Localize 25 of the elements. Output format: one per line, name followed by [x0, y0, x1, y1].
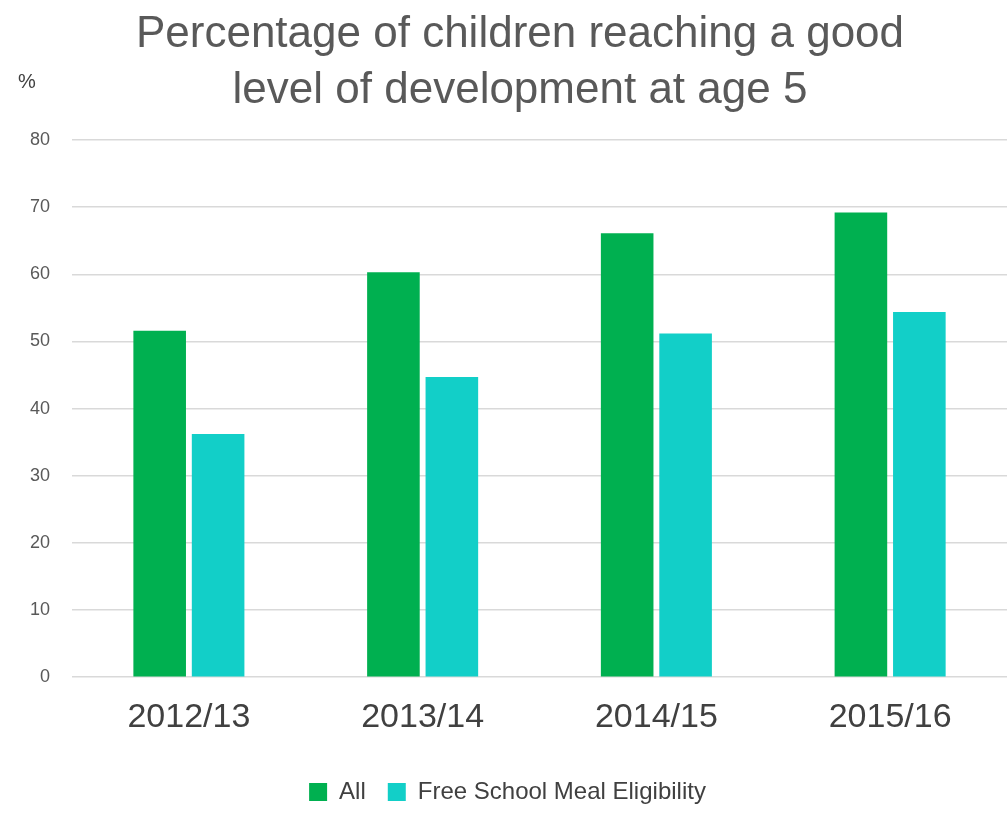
bar [659, 333, 712, 677]
legend-label: All [339, 776, 366, 804]
bar [834, 212, 888, 677]
bar [367, 272, 420, 677]
bar [425, 377, 479, 677]
x-tick-label: 2012/13 [127, 695, 251, 734]
legend-label: Free School Meal Eligibility [417, 776, 706, 804]
y-tick-label: 80 [29, 128, 51, 149]
chart-title: Percentage of children reaching a good level of development at age 5 [134, 6, 906, 114]
x-tick-label: 2013/14 [361, 695, 485, 734]
y-tick-label: 50 [29, 330, 51, 351]
bar [893, 311, 946, 677]
bar [191, 434, 245, 677]
y-tick-label: 0 [40, 666, 51, 687]
x-tick-label: 2015/16 [828, 695, 952, 734]
y-tick-label: 30 [29, 464, 51, 485]
y-tick-label: 40 [29, 397, 51, 418]
y-tick-label: 10 [29, 599, 51, 620]
x-tick-label: 2014/15 [594, 695, 718, 734]
y-tick-label: 20 [29, 531, 51, 552]
y-tick-label: 60 [29, 263, 51, 284]
y-axis-title: % [18, 69, 37, 92]
y-tick-label: 70 [29, 196, 51, 217]
bar [600, 233, 654, 677]
bar [133, 330, 186, 677]
